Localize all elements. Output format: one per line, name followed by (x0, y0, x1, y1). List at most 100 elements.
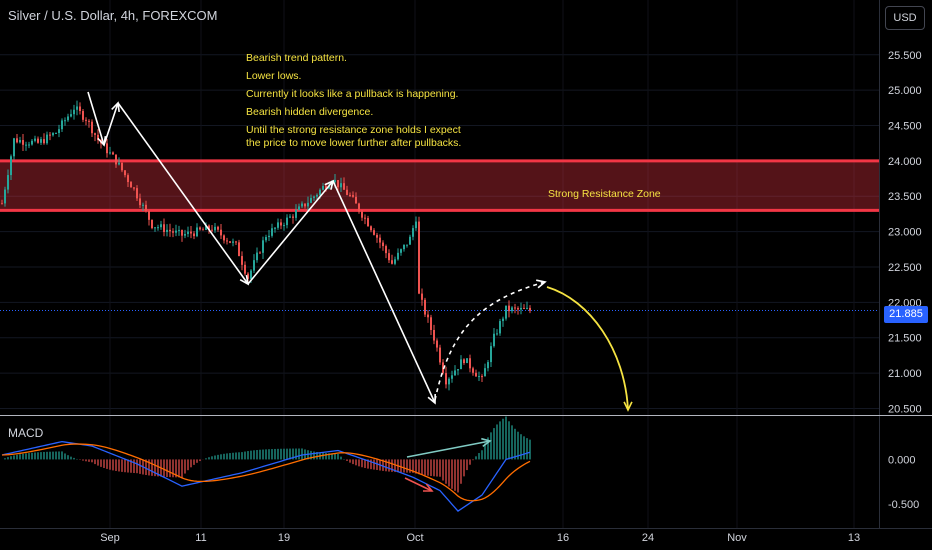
divergence-line-up (406, 440, 491, 458)
macd-panel (1, 416, 531, 512)
candle-body (316, 194, 318, 197)
candle-body (73, 109, 75, 115)
candle-body (484, 368, 486, 377)
note-3: Currently it looks like a pullback is ha… (246, 88, 459, 100)
price-tick-label: 21.500 (888, 333, 922, 345)
price-tick-label: 22.500 (888, 262, 922, 274)
candle-body (280, 222, 282, 226)
candle-body (235, 241, 237, 243)
candle-body (496, 333, 498, 335)
candle-body (76, 106, 78, 110)
candle-body (352, 195, 354, 197)
candle-body (376, 234, 378, 238)
candle-body (16, 138, 18, 143)
candle-body (262, 240, 264, 253)
candle-body (319, 189, 321, 195)
divergence-line-down (404, 477, 433, 492)
candle-body (184, 233, 186, 236)
candle-body (22, 140, 24, 145)
candle-body (337, 180, 339, 188)
price-tick-label: 21.000 (888, 368, 922, 380)
symbol-title: Silver / U.S. Dollar, 4h, FOREXCOM (8, 8, 218, 23)
candle-body (520, 307, 522, 310)
candle-body (325, 186, 327, 189)
candle-body (196, 227, 198, 237)
price-tick-label: 24.500 (888, 121, 922, 133)
candle-body (370, 226, 372, 231)
candle-body (424, 299, 426, 315)
divergence-arrowhead-down (422, 483, 434, 492)
candle-body (232, 241, 234, 243)
candle-body (85, 119, 87, 121)
candle-body (193, 233, 195, 237)
zigzag-arrowhead-4 (324, 179, 335, 190)
note-2: Lower lows. (246, 70, 302, 82)
candle-body (388, 253, 390, 261)
candle-body (256, 252, 258, 261)
candle-body (490, 346, 492, 363)
candle-body (199, 227, 201, 230)
candle-body (346, 189, 348, 195)
candle-body (31, 140, 33, 145)
currency-button[interactable]: USD (885, 6, 925, 30)
candle-body (154, 227, 156, 229)
time-tick-label: Oct (406, 532, 423, 544)
candle-body (529, 307, 531, 311)
candle-body (493, 333, 495, 347)
candle-body (187, 231, 189, 234)
candle-body (472, 368, 474, 373)
candle-body (391, 260, 393, 264)
candle-body (115, 154, 117, 165)
candle-body (301, 203, 303, 207)
candle-body (229, 241, 231, 243)
candle-body (94, 133, 96, 135)
macd-label[interactable]: MACD (8, 426, 44, 440)
projected-pullback-arrowhead (536, 279, 547, 289)
candle-body (298, 206, 300, 211)
time-tick-label: Nov (727, 532, 747, 544)
macd-tick-label: 0.000 (888, 454, 916, 466)
candle-body (355, 196, 357, 204)
candle-body (175, 230, 177, 233)
candle-body (58, 129, 60, 133)
candle-body (157, 227, 159, 229)
price-tick-label: 20.500 (888, 403, 922, 415)
macd-tick-label: -0.500 (888, 499, 919, 511)
grid-lines (0, 0, 879, 528)
projected-drop-arrow (546, 286, 629, 411)
candle-body (364, 217, 366, 219)
candle-body (247, 273, 249, 279)
candle-body (46, 134, 48, 144)
candle-body (208, 225, 210, 230)
candle-body (400, 249, 402, 253)
zigzag-arrowhead-3 (239, 274, 250, 286)
candle-body (169, 229, 171, 232)
candle-body (433, 329, 435, 341)
candle-body (109, 152, 111, 154)
macd-signal-line (1, 443, 531, 502)
resistance-zone-label: Strong Resistance Zone (548, 188, 661, 200)
drawings (87, 91, 633, 492)
candle-body (505, 305, 507, 319)
zigzag-arrowhead-2 (111, 101, 120, 113)
note-5: Until the strong resistance zone holds I… (246, 124, 462, 149)
candle-body (523, 307, 525, 309)
candle-body (328, 185, 330, 189)
candle-body (295, 210, 297, 218)
candles (1, 100, 531, 391)
candle-body (409, 236, 411, 245)
price-tick-label: 24.000 (888, 156, 922, 168)
candle-body (253, 260, 255, 271)
price-tick-label: 25.500 (888, 50, 922, 62)
candle-body (142, 204, 144, 206)
candle-body (124, 170, 126, 176)
candle-body (481, 376, 483, 378)
candle-body (52, 133, 54, 136)
candle-body (67, 116, 69, 121)
candle-body (358, 203, 360, 212)
candle-body (385, 246, 387, 254)
candle-body (283, 225, 285, 227)
candle-body (139, 198, 141, 206)
candle-body (220, 229, 222, 236)
